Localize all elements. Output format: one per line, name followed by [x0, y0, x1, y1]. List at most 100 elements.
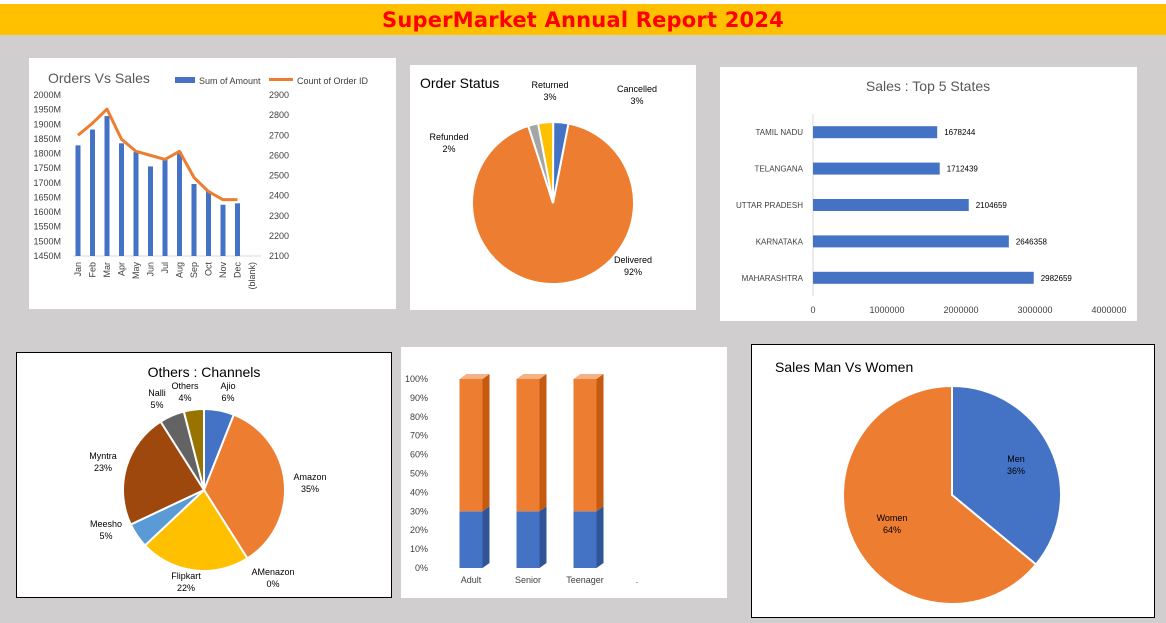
- slice-label: AMenazon: [251, 567, 294, 577]
- orders-vs-sales-card[interactable]: Orders Vs Sales Sum of Amount Count of Ord…: [29, 58, 396, 309]
- slice-label: Delivered: [614, 255, 652, 265]
- bar-sum-of-amount: [133, 151, 139, 256]
- bar-sum-of-amount: [104, 116, 110, 257]
- slice-label: Nalli: [148, 388, 166, 398]
- x-axis-tick-label: Nov: [218, 262, 228, 279]
- stacked-bar-segment: [459, 379, 483, 512]
- chart-title: Orders Vs Sales: [48, 70, 150, 86]
- right-axis-tick-label: 2200: [269, 231, 289, 241]
- x-axis-tick-label: Jun: [146, 262, 156, 277]
- slice-percent: 23%: [94, 463, 112, 473]
- left-axis-tick-label: 1900M: [33, 119, 61, 129]
- bar-karnataka: [813, 235, 1009, 248]
- line-count-of-order-id: [77, 107, 238, 202]
- bar-sum-of-amount: [235, 203, 240, 256]
- gender-chart: Sales Man Vs Women Men 36% Women 64%: [775, 359, 1062, 605]
- slice-percent: 36%: [1007, 466, 1025, 476]
- category-label: TELANGANA: [755, 165, 804, 174]
- left-axis-tick-label: 1500M: [33, 236, 61, 246]
- legend-swatch: [269, 78, 293, 81]
- y-axis-tick-label: 10%: [410, 544, 428, 554]
- orders-vs-sales-chart: Orders Vs Sales Sum of Amount Count of Ord…: [33, 70, 369, 290]
- stacked-bar-top: [573, 374, 604, 379]
- slice-percent: 3%: [543, 92, 556, 102]
- bar-maharashtra: [813, 271, 1034, 284]
- x-axis-tick-label: 1000000: [869, 305, 904, 315]
- x-axis-tick-label: 2000000: [943, 305, 978, 315]
- x-axis-tick-label: 0: [810, 305, 815, 315]
- bar-sum-of-amount: [220, 204, 226, 256]
- x-axis-tick-label: Adult: [461, 575, 482, 585]
- stacked-bar-segment: [516, 379, 540, 512]
- y-axis-tick-label: 70%: [410, 431, 428, 441]
- stacked-bar-segment: [573, 379, 597, 512]
- x-axis-tick-label: Teenager: [566, 575, 604, 585]
- channel-slice-amazon: [202, 413, 286, 560]
- x-axis-tick-label: 3000000: [1017, 305, 1052, 315]
- legend-label: Sum of Amount: [199, 76, 261, 86]
- chart-title: Sales : Top 5 States: [866, 78, 990, 94]
- bar-value-label: 2104659: [976, 201, 1008, 210]
- y-axis-tick-label: 50%: [410, 469, 428, 479]
- slice-label: Women: [877, 513, 908, 523]
- y-axis-tick-label: 100%: [405, 374, 428, 384]
- left-axis-tick-label: 1650M: [33, 192, 61, 202]
- slice-percent: 4%: [178, 393, 191, 403]
- y-axis-tick-label: 60%: [410, 450, 428, 460]
- bar-sum-of-amount: [162, 159, 168, 256]
- category-label: UTTAR PRADESH: [736, 201, 803, 210]
- left-axis-tick-label: 1750M: [33, 163, 61, 173]
- age-groups-card[interactable]: 100% 90% 80% 70% 60% 50% 40% 30% 20% 10% 0% Adult Se…: [401, 347, 727, 598]
- bar-value-label: 1678244: [944, 128, 976, 137]
- legend-label: Count of Order ID: [297, 76, 369, 86]
- left-axis-tick-label: 1700M: [33, 178, 61, 188]
- channels-card[interactable]: Others : Channels Ajio 6% Amazon 35% AMenazon…: [16, 352, 392, 598]
- x-axis-tick-label: (blank): [247, 262, 257, 290]
- left-axis-tick-label: 1850M: [33, 134, 61, 144]
- right-axis-tick-label: 2500: [269, 171, 289, 181]
- channel-slice-myntra: [122, 420, 206, 526]
- stacked-bar-side: [539, 506, 547, 568]
- right-axis-tick-label: 2600: [269, 150, 289, 160]
- bar-sum-of-amount: [90, 129, 95, 256]
- order-status-card[interactable]: Order Status Delivered 92% Refunded 2% Return…: [410, 65, 696, 310]
- slice-label: Others: [171, 381, 199, 391]
- stacked-bar-side: [482, 374, 490, 512]
- order-status-slice-delivered: [471, 122, 635, 285]
- y-axis-tick-label: 20%: [410, 525, 428, 535]
- bar-sum-of-amount: [148, 166, 153, 256]
- slice-label: Myntra: [89, 451, 117, 461]
- sheet-grid-strip: [0, 0, 1166, 4]
- slice-percent: 22%: [177, 583, 195, 593]
- stacked-bar-side: [596, 374, 604, 512]
- x-axis-tick-label: Aug: [175, 262, 185, 278]
- top-states-card[interactable]: Sales : Top 5 States TAMIL NADU 1678244 TEL…: [720, 67, 1137, 321]
- bar-value-label: 1712439: [947, 165, 979, 174]
- bar-tamil-nadu: [813, 126, 938, 139]
- stacked-bar-segment: [516, 511, 540, 568]
- gender-card[interactable]: Sales Man Vs Women Men 36% Women 64%: [751, 344, 1155, 618]
- legend-swatch: [175, 77, 195, 83]
- slice-label: Meesho: [90, 519, 122, 529]
- right-axis-tick-label: 2100: [269, 251, 289, 261]
- right-axis-tick-label: 2900: [269, 90, 289, 100]
- report-title: SuperMarket Annual Report 2024: [382, 7, 784, 32]
- x-axis-tick-label: 4000000: [1091, 305, 1126, 315]
- bar-value-label: 2646358: [1016, 237, 1048, 246]
- slice-percent: 6%: [221, 393, 234, 403]
- stacked-bar-side: [539, 374, 547, 512]
- slice-percent: 35%: [301, 484, 319, 494]
- stacked-bar-side: [596, 506, 604, 568]
- x-axis-tick-label: Dec: [233, 262, 243, 279]
- bar-sum-of-amount: [75, 145, 81, 256]
- gender-slice-women: [842, 384, 1038, 605]
- channel-slice-others: [182, 407, 205, 491]
- y-axis-tick-label: 90%: [410, 393, 428, 403]
- bar-value-label: 2982659: [1041, 274, 1073, 283]
- bar-sum-of-amount: [191, 183, 197, 256]
- x-axis-tick-label: Sep: [189, 262, 199, 278]
- left-axis-tick-label: 1550M: [33, 222, 61, 232]
- right-axis-tick-label: 2400: [269, 191, 289, 201]
- chart-title: Order Status: [420, 75, 499, 91]
